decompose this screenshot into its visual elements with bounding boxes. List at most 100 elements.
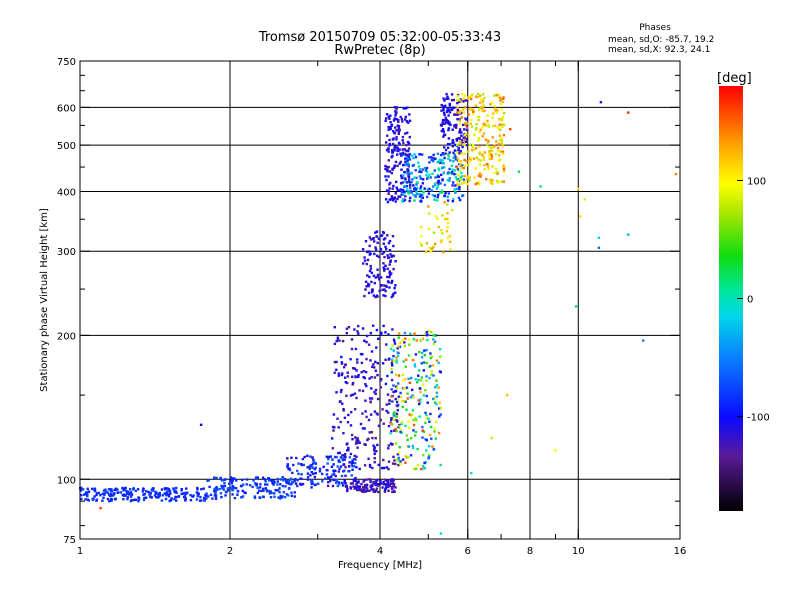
data-point [311,482,314,485]
data-point [407,178,411,182]
data-point [430,189,433,192]
data-point [306,466,309,469]
data-point [499,99,502,102]
data-point [433,396,436,399]
data-point [435,187,439,190]
data-point [500,123,504,127]
data-point [462,100,465,103]
data-point [642,339,645,342]
data-point [449,159,452,162]
data-point [445,230,449,233]
data-point [385,189,389,192]
data-point [429,364,432,368]
data-point [311,456,314,459]
data-point [425,170,429,173]
data-point [235,479,238,482]
data-point [493,144,496,147]
data-point [401,139,404,142]
data-point [129,491,133,494]
data-point [418,170,421,173]
data-point [441,179,444,182]
data-point [403,198,407,202]
data-point [422,361,425,364]
data-point [121,486,124,490]
data-point [303,455,306,459]
data-point [276,477,279,481]
data-point [443,201,446,204]
data-point [455,166,459,169]
data-point [279,497,282,500]
data-point [396,420,399,423]
data-point [391,462,395,465]
data-point [147,490,150,494]
data-point [392,292,395,295]
data-point [240,496,243,499]
data-point [481,101,484,104]
data-point [492,145,496,149]
data-point [388,402,391,405]
data-point [369,400,372,403]
data-point [448,104,451,107]
data-point [313,461,316,464]
data-point [364,383,367,386]
data-point [375,346,378,349]
data-point [400,168,403,171]
data-point [372,294,375,297]
data-point [340,361,343,364]
data-point [411,178,414,181]
data-point [229,479,232,482]
data-point [394,126,397,129]
data-point [401,153,405,156]
data-point [203,499,206,502]
data-point [459,160,463,163]
data-point [462,111,465,114]
data-point [420,244,423,247]
data-point [374,246,377,249]
data-point [407,147,411,150]
data-point [453,153,456,157]
data-point [389,347,393,351]
data-point [362,262,365,265]
data-point [401,135,405,139]
data-point [231,477,234,480]
data-point [405,185,409,188]
data-point [509,128,512,131]
data-point [390,124,393,128]
data-point [284,485,287,488]
data-point [282,491,286,494]
data-point [388,239,392,243]
data-point [487,123,490,126]
data-point [433,194,436,198]
data-point [339,456,343,459]
data-point [416,463,420,467]
data-point [297,462,300,465]
data-point [412,184,415,187]
data-point [388,117,391,120]
data-point [478,145,481,148]
data-point [363,259,367,262]
data-point [443,146,446,149]
data-point [401,148,404,151]
data-point [385,403,388,406]
data-point [172,487,175,490]
data-point [261,495,265,498]
data-point [418,153,422,156]
data-point [370,280,373,284]
data-point [340,474,344,478]
data-point [408,143,411,146]
data-point [446,146,450,149]
data-point [457,111,461,114]
data-point [374,489,378,492]
data-point [395,458,398,461]
data-point [490,436,493,440]
data-point [354,436,357,439]
data-point [106,497,110,501]
data-point [429,176,432,179]
data-point [351,393,354,396]
data-point [440,229,443,232]
data-point [425,348,428,352]
data-point [447,121,450,124]
data-point [408,413,411,416]
data-point [491,179,494,182]
